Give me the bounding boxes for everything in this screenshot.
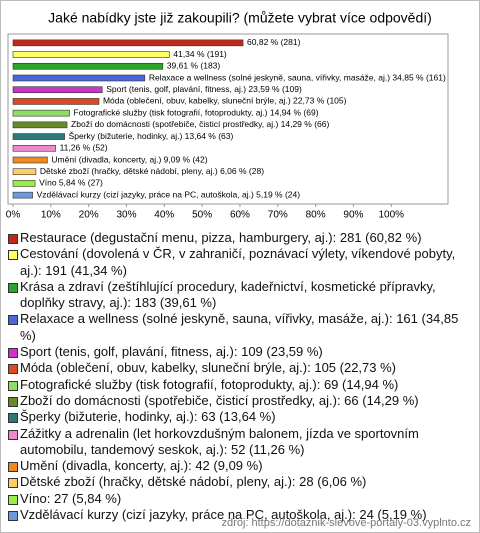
x-tick-label: 0% <box>6 210 21 221</box>
x-tick-label: 10% <box>41 210 61 221</box>
legend-label: Móda (oblečení, obuv, kabelky, sluneční … <box>20 360 396 376</box>
legend-label: Krása a zdraví (zeštíhlující procedury, … <box>20 278 436 311</box>
value-label: Fotografické služby (tisk fotografií, fo… <box>74 107 319 117</box>
bar <box>12 144 56 152</box>
legend-swatch <box>8 478 18 489</box>
legend-label: Vzdělávací kurzy (cizí jazyky, práce na … <box>20 507 427 523</box>
legend-swatch <box>8 413 18 424</box>
legend-item: Dětské zboží (hračky, dětské nádobí, ple… <box>7 474 473 490</box>
legend-item: Cestování (dovolená v ČR, v zahraničí, p… <box>7 246 473 279</box>
legend-swatch <box>8 315 18 326</box>
legend-label: Dětské zboží (hračky, dětské nádobí, ple… <box>20 474 367 490</box>
bar <box>12 74 146 82</box>
bar <box>12 98 100 105</box>
bar <box>12 39 244 47</box>
value-label: Relaxace a wellness (solné jeskyně, saun… <box>149 72 446 82</box>
x-tick-label: 90% <box>343 210 363 221</box>
bar <box>12 156 48 164</box>
legend-label: Umění (divadla, koncerty, aj.): 42 (9,09… <box>20 458 263 474</box>
legend-label: Cestování (dovolená v ČR, v zahraničí, p… <box>20 246 456 278</box>
bar <box>12 62 164 70</box>
value-label: 60,82 % (281) <box>247 37 301 47</box>
x-tick-label: 70% <box>268 210 288 221</box>
legend-label: Fotografické služby (tisk fotografií, fo… <box>20 376 399 392</box>
legend-swatch <box>8 380 18 391</box>
value-label: Vzdělávací kurzy (cizí jazyky, práce na … <box>37 189 301 199</box>
legend-item: Zboží do domácnosti (spotřebiče, čisticí… <box>7 393 473 409</box>
x-tick-label: 50% <box>192 210 212 221</box>
legend-swatch <box>8 348 18 359</box>
legend: Restaurace (degustační menu, pizza, hamb… <box>7 230 473 523</box>
legend-swatch <box>8 250 18 261</box>
bar <box>12 168 37 176</box>
x-tick-label: 30% <box>116 210 136 221</box>
legend-item: Fotografické služby (tisk fotografií, fo… <box>7 377 473 393</box>
legend-item: Krása a zdraví (zeštíhlující procedury, … <box>7 279 473 312</box>
legend-label: Víno: 27 (5,84 %) <box>20 490 122 506</box>
legend-item: Šperky (bižuterie, hodinky, aj.): 63 (13… <box>7 409 473 425</box>
bar <box>12 180 36 187</box>
value-label: 39,61 % (183) <box>167 61 221 71</box>
x-tick-label: 40% <box>154 210 174 221</box>
x-tick-label: 60% <box>230 210 250 221</box>
x-tick-label: 20% <box>79 210 99 221</box>
value-label: 11,26 % (52) <box>60 143 108 153</box>
legend-item: Víno: 27 (5,84 %) <box>7 491 473 507</box>
plot-frame <box>7 33 449 205</box>
legend-item: Zážitky a adrenalin (let horkovzdušným b… <box>7 426 473 459</box>
legend-item: Restaurace (degustační menu, pizza, hamb… <box>7 230 473 246</box>
value-label: Móda (oblečení, obuv, kabelky, sluneční … <box>103 96 347 106</box>
legend-swatch <box>8 511 18 522</box>
bar <box>12 121 68 129</box>
plot: Jaké nabídky jste již zakoupili? (můžete… <box>6 10 449 221</box>
value-label: Umění (divadla, koncerty, aj.) 9,09 % (4… <box>51 154 207 164</box>
legend-label: Šperky (bižuterie, hodinky, aj.): 63 (13… <box>20 409 276 425</box>
legend-swatch <box>8 364 18 375</box>
bar <box>12 191 33 199</box>
legend-item: Móda (oblečení, obuv, kabelky, sluneční … <box>7 360 473 376</box>
legend-swatch <box>8 462 18 473</box>
bar <box>12 86 103 94</box>
legend-swatch <box>8 282 18 293</box>
legend-swatch <box>8 234 18 244</box>
bar <box>12 133 65 140</box>
legend-label: Restaurace (degustační menu, pizza, hamb… <box>20 230 422 245</box>
legend-item: Relaxace a wellness (solné jeskyně, saun… <box>7 311 473 344</box>
value-label: Sport (tenis, golf, plavání, fitness, aj… <box>106 84 302 94</box>
bar <box>12 51 170 58</box>
legend-swatch <box>8 494 18 505</box>
value-label: Dětské zboží (hračky, dětské nádobí, ple… <box>40 166 264 176</box>
x-tick-label: 80% <box>306 210 326 221</box>
legend-item: Vzdělávací kurzy (cizí jazyky, práce na … <box>7 507 473 523</box>
value-label: Zboží do domácnosti (spotřebiče, čisticí… <box>71 119 329 129</box>
legend-label: Sport (tenis, golf, plavání, fitness, aj… <box>20 344 323 360</box>
legend-item: Umění (divadla, koncerty, aj.): 42 (9,09… <box>7 458 473 474</box>
legend-label: Zboží do domácnosti (spotřebiče, čisticí… <box>20 392 419 408</box>
bar <box>12 109 70 117</box>
x-tick-label: 100% <box>378 210 404 221</box>
legend-label: Relaxace a wellness (solné jeskyně, saun… <box>20 311 459 343</box>
value-label: 41,34 % (191) <box>173 49 227 59</box>
chart-title: Jaké nabídky jste již zakoupili? (můžete… <box>48 10 432 26</box>
source: zdroj: https://dotaznik-slevove-portaly-… <box>221 517 471 529</box>
legend-swatch <box>8 396 18 407</box>
value-label: Víno 5,84 % (27) <box>39 178 103 188</box>
legend-swatch <box>8 429 18 440</box>
legend-item: Sport (tenis, golf, plavání, fitness, aj… <box>7 344 473 360</box>
legend-label: Zážitky a adrenalin (let horkovzdušným b… <box>20 425 419 457</box>
value-label: Šperky (bižuterie, hodinky, aj.) 13,64 %… <box>69 131 234 141</box>
